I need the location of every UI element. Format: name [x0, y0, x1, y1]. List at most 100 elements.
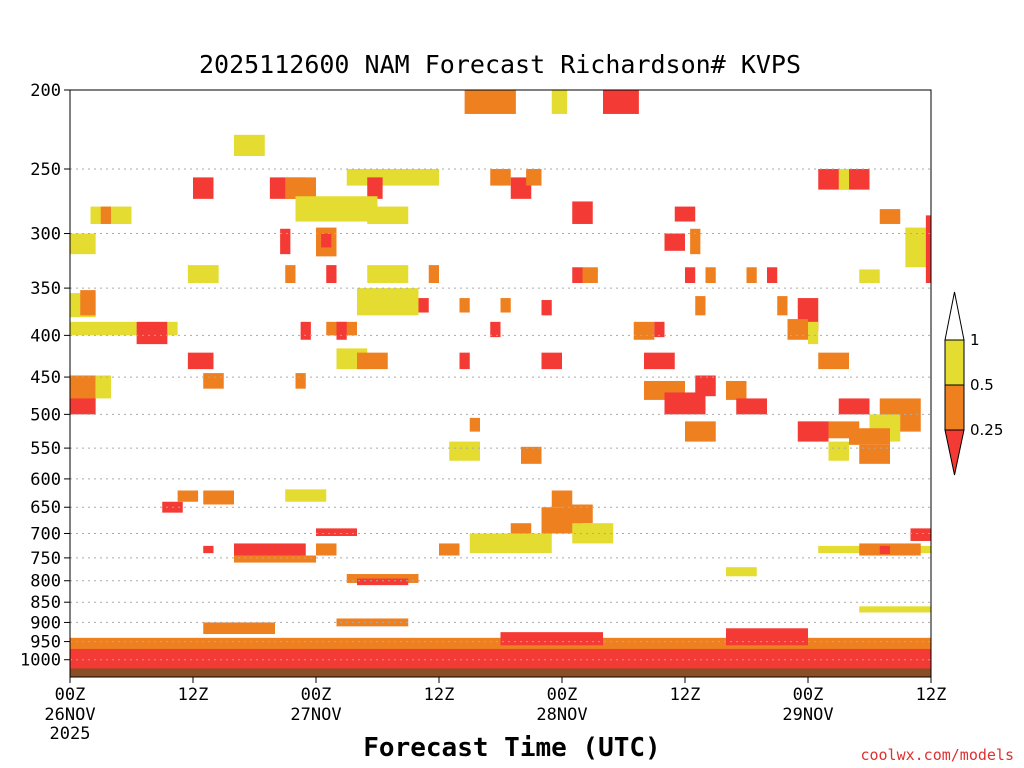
x-tick-date-2: 27NOV: [290, 705, 341, 725]
y-tick-label-750: 750: [30, 549, 61, 569]
colorbar-legend: 1 0.5 0.25: [944, 291, 1003, 476]
ri-cell-67: [644, 352, 675, 370]
ri-cell-4: [193, 177, 214, 199]
ri-cell-104: [316, 543, 337, 556]
y-tick-label-400: 400: [30, 326, 61, 346]
ri-cell-106: [203, 545, 214, 554]
ri-cell-73: [295, 373, 306, 389]
y-tick-label-900: 900: [30, 613, 61, 633]
y-axis: 200 250 300 350 400 450 500 550 600 650 700 750 8008…: [20, 81, 70, 671]
x-tick-date-6: 29NOV: [782, 705, 833, 725]
ri-cell-97: [562, 504, 593, 524]
ri-cell-38: [746, 267, 757, 284]
ri-cell-13: [838, 168, 849, 190]
ri-cell-18: [572, 201, 593, 224]
x-tick-date-0: 26NOV: [44, 705, 95, 725]
x-tick-year-0: 2025: [50, 724, 91, 744]
ri-cell-29: [187, 265, 219, 284]
ri-cell-78: [736, 398, 767, 415]
legend-label-1: 0.5: [970, 376, 994, 394]
ri-cell-68: [818, 352, 849, 370]
x-tick-label-7: 12Z: [916, 685, 947, 705]
ri-cell-53: [167, 321, 178, 336]
ri-cell-77: [726, 380, 747, 400]
richardson-cells: [70, 90, 931, 677]
site-credit: coolwx.com/models: [860, 746, 1014, 764]
legend-label-2: 0.25: [970, 421, 1003, 439]
ri-cell-44: [418, 298, 429, 313]
ri-cell-61: [808, 321, 819, 345]
y-tick-label-300: 300: [30, 225, 61, 245]
ri-cell-16: [295, 196, 378, 222]
y-tick-label-250: 250: [30, 160, 61, 180]
ri-cell-28: [925, 215, 931, 284]
ri-cell-119: [726, 628, 808, 646]
ri-cell-34: [572, 267, 583, 284]
ri-cell-56: [336, 321, 347, 340]
ri-cell-107: [346, 574, 419, 583]
ri-cell-30: [285, 265, 296, 284]
ri-cell-58: [633, 321, 655, 340]
ri-cell-118: [500, 632, 603, 646]
ri-cell-8: [367, 177, 383, 199]
ri-cell-120: [203, 622, 275, 635]
ri-cell-82: [797, 421, 829, 442]
ri-cell-72: [203, 373, 224, 389]
ri-cell-85: [859, 444, 890, 464]
ri-cell-11: [526, 168, 542, 186]
ri-cell-0: [464, 90, 516, 114]
ri-cell-76: [695, 375, 716, 397]
ri-cell-87: [685, 421, 716, 442]
y-tick-label-350: 350: [30, 279, 61, 299]
ri-cell-33: [428, 265, 439, 284]
x-tick-label-1: 12Z: [178, 685, 209, 705]
y-tick-label-1000: 1000: [20, 651, 61, 671]
y-tick-label-800: 800: [30, 572, 61, 592]
legend-lower-arrow: [944, 429, 965, 476]
x-tick-label-3: 12Z: [424, 685, 455, 705]
ri-cell-49: [777, 296, 788, 316]
legend-label-0: 1: [970, 331, 980, 349]
ri-cell-24: [321, 233, 332, 248]
ri-cell-32: [367, 265, 409, 284]
ri-cell-105: [316, 528, 357, 536]
ri-cell-48: [695, 296, 706, 316]
ri-cell-21: [70, 233, 96, 255]
ri-cell-22: [280, 228, 291, 255]
ri-cell-2: [551, 90, 568, 114]
legend-swatch-2: [944, 384, 965, 431]
ri-cell-121: [336, 618, 409, 627]
ri-cell-15: [100, 206, 111, 224]
ri-cell-62: [187, 352, 214, 370]
ri-cell-114: [859, 606, 931, 613]
ri-cell-31: [326, 265, 337, 284]
ri-cell-20: [879, 209, 901, 224]
ri-cell-46: [500, 298, 511, 313]
ri-cell-75: [664, 392, 706, 415]
ri-cell-102: [234, 543, 306, 556]
ri-cell-54: [300, 321, 311, 340]
ri-cell-64: [357, 352, 388, 370]
ri-cell-35: [582, 267, 598, 284]
ri-cell-88: [521, 446, 542, 464]
ri-cell-45: [459, 298, 470, 313]
x-tick-label-6: 00Z: [793, 685, 824, 705]
ri-cell-9: [490, 168, 511, 186]
ri-cell-60: [787, 319, 808, 340]
ri-cell-93: [203, 490, 234, 505]
y-tick-label-700: 700: [30, 524, 61, 544]
ri-cell-90: [449, 441, 480, 461]
ri-cell-43: [357, 288, 419, 316]
ri-cell-37: [705, 267, 716, 284]
ri-cell-66: [541, 352, 562, 370]
ri-cell-84: [849, 428, 890, 445]
legend-upper-arrow: [944, 291, 965, 341]
ri-cell-7: [346, 168, 439, 186]
ri-cell-89: [469, 417, 480, 432]
ri-cell-103: [234, 555, 316, 563]
ri-cell-112: [879, 545, 890, 555]
ri-cell-100: [439, 543, 460, 556]
ri-cell-109: [726, 567, 757, 577]
